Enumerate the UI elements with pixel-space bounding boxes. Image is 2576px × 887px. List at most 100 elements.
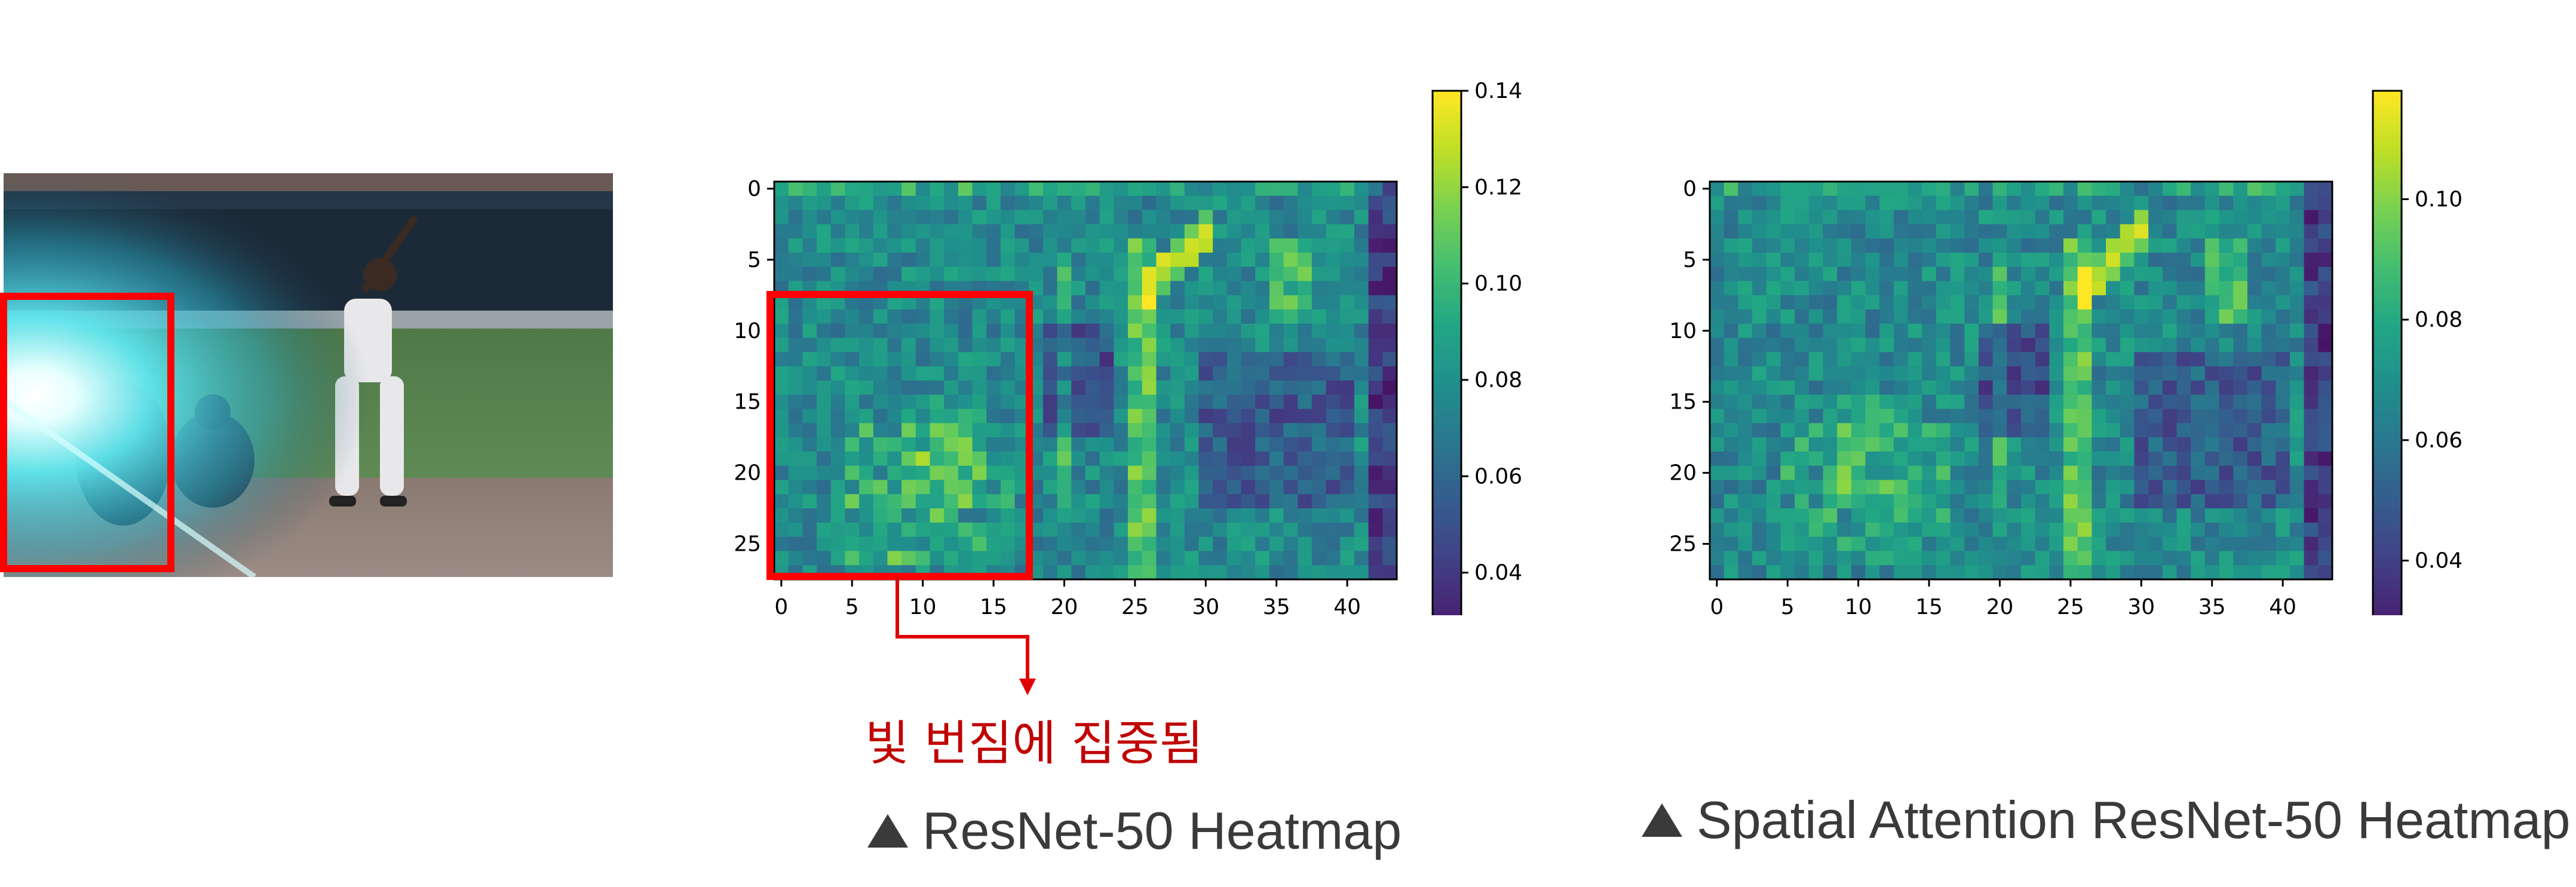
heatmap-cell xyxy=(1809,196,1823,210)
heatmap-cell xyxy=(1382,466,1397,480)
heatmap-cell xyxy=(2148,409,2163,423)
heatmap-cell xyxy=(1198,366,1213,380)
heatmap-cell xyxy=(2177,466,2191,480)
heatmap-cell xyxy=(1001,238,1015,253)
heatmap-cell xyxy=(1071,480,1085,495)
heatmap-cell xyxy=(1795,324,1809,338)
heatmap-cell xyxy=(1894,238,1908,253)
heatmap-cell xyxy=(1284,494,1298,508)
heatmap-cell xyxy=(1043,437,1057,452)
heatmap-cell xyxy=(1015,196,1029,210)
heatmap-cell xyxy=(1284,480,1298,495)
heatmap-cell xyxy=(2049,338,2063,352)
colorbar-segment xyxy=(2373,303,2402,308)
heatmap-cell xyxy=(1227,523,1241,537)
heatmap-cell xyxy=(2205,466,2219,480)
heatmap-cell xyxy=(1085,494,1100,508)
highlight-box-photo xyxy=(0,293,174,572)
heatmap-cell xyxy=(1964,565,1979,579)
heatmap-cell xyxy=(1369,224,1383,238)
colorbar-segment xyxy=(1433,438,1461,443)
heatmap-cell xyxy=(2063,281,2078,296)
heatmap-cell xyxy=(2063,295,2078,309)
heatmap-cell xyxy=(2262,395,2276,409)
heatmap-cell xyxy=(2049,523,2063,537)
heatmap-cell xyxy=(2205,309,2219,324)
heatmap-cell xyxy=(1795,508,1809,523)
heatmap-cell xyxy=(1738,452,1752,466)
heatmap-cell xyxy=(2120,366,2135,380)
heatmap-cell xyxy=(1255,437,1269,452)
heatmap-cell xyxy=(1908,324,1922,338)
heatmap-cell xyxy=(2290,466,2304,480)
heatmap-cell xyxy=(1922,395,1936,409)
heatmap-cell xyxy=(2035,480,2050,495)
colorbar-segment xyxy=(2373,476,2402,481)
heatmap-cell xyxy=(2063,253,2078,267)
heatmap-cell xyxy=(916,210,930,225)
colorbar-segment xyxy=(2373,264,2402,269)
heatmap-cell xyxy=(1879,366,1894,380)
heatmap-cell xyxy=(2120,423,2135,437)
heatmap-cell xyxy=(2021,437,2035,452)
heatmap-cell xyxy=(1922,523,1936,537)
heatmap-cell xyxy=(1269,210,1284,225)
heatmap-cell xyxy=(2134,523,2148,537)
heatmap-cell xyxy=(1823,281,1837,296)
heatmap-cell xyxy=(1128,508,1142,523)
heatmap-cell xyxy=(2078,338,2092,352)
heatmap-cell xyxy=(986,267,1001,281)
heatmap-cell xyxy=(2049,267,2063,281)
heatmap-cell xyxy=(1142,366,1157,380)
heatmap-cell xyxy=(1795,210,1809,225)
heatmap-cell xyxy=(1255,480,1269,495)
heatmap-cell xyxy=(1780,182,1795,196)
heatmap-cell xyxy=(1837,395,1851,409)
heatmap-cell xyxy=(1284,537,1298,551)
heatmap-cell xyxy=(1312,480,1326,495)
colorbar-segment xyxy=(1433,481,1461,486)
heatmap-cell xyxy=(1071,409,1085,423)
heatmap-cell xyxy=(1894,508,1908,523)
heatmap-cell xyxy=(944,210,958,225)
heatmap-cell xyxy=(1752,551,1767,565)
colorbar-segment xyxy=(1433,510,1461,515)
heatmap-cell xyxy=(1767,366,1781,380)
heatmap-cell xyxy=(1241,309,1256,324)
heatmap-cell xyxy=(1128,182,1142,196)
heatmap-cell xyxy=(2007,295,2021,309)
heatmap-cell xyxy=(2205,480,2219,495)
heatmap-cell xyxy=(1964,466,1979,480)
heatmap-cell xyxy=(1851,480,1866,495)
heatmap-cell xyxy=(1738,380,1752,395)
colorbar-segment xyxy=(1433,264,1461,269)
heatmap-cell xyxy=(1866,494,1880,508)
heatmap-cell xyxy=(774,210,789,225)
heatmap-cell xyxy=(2262,281,2276,296)
heatmap-cell xyxy=(1738,182,1752,196)
heatmap-cell xyxy=(2078,380,2092,395)
heatmap-cell xyxy=(1340,366,1354,380)
heatmap-cell xyxy=(1964,494,1979,508)
heatmap-cell xyxy=(1908,338,1922,352)
colorbar-tick-label: 0.06 xyxy=(2415,428,2462,453)
heatmap-cell xyxy=(1085,338,1100,352)
heatmap-cell xyxy=(1780,224,1795,238)
heatmap-cell xyxy=(2191,366,2205,380)
heatmap-cell xyxy=(1354,466,1369,480)
heatmap-cell xyxy=(1866,295,1880,309)
heatmap-cell xyxy=(2148,281,2163,296)
heatmap-cell xyxy=(1951,523,1965,537)
heatmap-cell xyxy=(1369,253,1383,267)
heatmap-cell xyxy=(2007,352,2021,366)
heatmap-cell xyxy=(1298,466,1312,480)
heatmap-cell xyxy=(1298,480,1312,495)
heatmap-cell xyxy=(2304,565,2319,579)
heatmap-cell xyxy=(1241,395,1256,409)
x-tick-label: 15 xyxy=(1915,595,1943,615)
heatmap-cell xyxy=(1114,338,1128,352)
heatmap-cell xyxy=(2078,182,2092,196)
heatmap-cell xyxy=(1738,480,1752,495)
heatmap-cell xyxy=(845,267,859,281)
heatmap-cell xyxy=(2262,295,2276,309)
